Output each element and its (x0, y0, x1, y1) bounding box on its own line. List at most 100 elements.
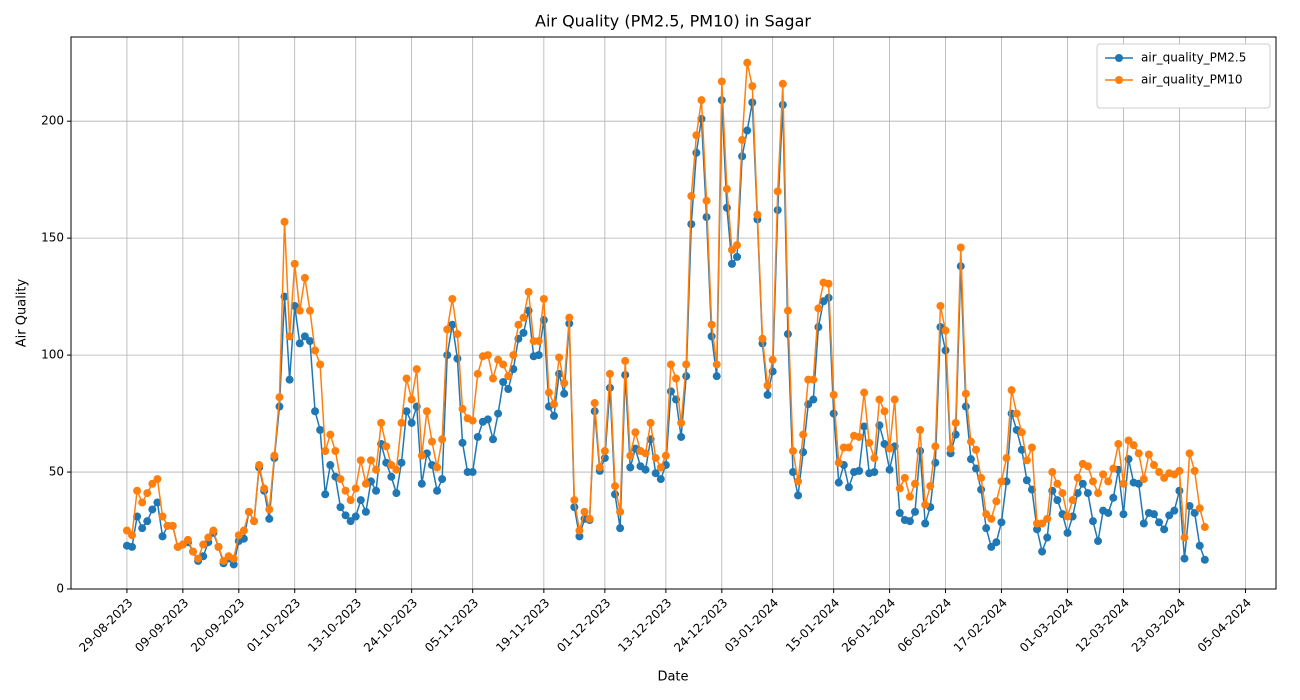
point (870, 454, 879, 463)
point (351, 484, 360, 493)
point (138, 524, 147, 533)
x-tick-label: 09-09-2023 (132, 596, 191, 655)
point (738, 135, 747, 144)
point (677, 418, 686, 427)
point (275, 393, 284, 402)
point (422, 407, 431, 416)
point (1155, 518, 1164, 527)
point (138, 498, 147, 507)
point (977, 473, 986, 482)
point (489, 374, 498, 383)
point (829, 390, 838, 399)
point (250, 517, 259, 526)
point (788, 447, 797, 455)
point (1129, 441, 1138, 450)
point (809, 395, 818, 404)
point (1185, 501, 1194, 510)
point (763, 381, 772, 390)
point (885, 465, 894, 474)
point (794, 477, 803, 486)
x-tick-label: 06-02-2024 (895, 596, 954, 655)
point (1073, 489, 1082, 498)
point (295, 306, 304, 315)
point (453, 354, 462, 363)
point (590, 399, 599, 408)
point (661, 451, 670, 460)
point (341, 511, 350, 520)
point (788, 468, 797, 477)
point (290, 301, 299, 310)
point (844, 443, 853, 452)
y-tick-label: 100 (41, 348, 64, 362)
point (611, 482, 620, 491)
point (168, 521, 177, 530)
point (1195, 504, 1204, 513)
point (1195, 541, 1204, 550)
x-tick-label: 17-02-2024 (951, 596, 1010, 655)
point (860, 388, 869, 397)
point (438, 475, 447, 484)
point (239, 526, 248, 535)
point (473, 369, 482, 378)
point (158, 532, 167, 541)
point (372, 465, 381, 474)
point (397, 458, 406, 467)
point (682, 360, 691, 369)
point (875, 395, 884, 404)
y-tick-label: 50 (49, 465, 64, 479)
point (814, 323, 823, 332)
point (1068, 496, 1077, 505)
point (834, 478, 843, 487)
point (1149, 461, 1158, 470)
point (1109, 493, 1118, 502)
point (1099, 470, 1108, 479)
point (1083, 489, 1092, 498)
point (1043, 533, 1052, 542)
point (1088, 517, 1097, 526)
point (260, 484, 269, 493)
point (651, 454, 660, 463)
point (321, 447, 330, 455)
point (504, 385, 513, 394)
point (773, 187, 782, 196)
point (814, 304, 823, 313)
x-tick-label: 01-03-2024 (1017, 596, 1076, 655)
point (1119, 479, 1128, 488)
point (677, 432, 686, 441)
point (1155, 468, 1164, 477)
point (1180, 554, 1189, 563)
point (672, 374, 681, 383)
point (468, 468, 477, 477)
point (417, 479, 426, 488)
point (844, 483, 853, 492)
point (433, 486, 442, 495)
point (748, 82, 757, 91)
point (794, 491, 803, 500)
point (900, 473, 909, 482)
point (895, 484, 904, 493)
point (407, 395, 416, 404)
point (316, 425, 325, 434)
point (204, 533, 213, 542)
point (214, 542, 223, 551)
point (1007, 386, 1016, 395)
point (305, 306, 314, 315)
point (733, 241, 742, 250)
point (448, 294, 457, 303)
point (560, 379, 569, 388)
point (372, 486, 381, 495)
point (392, 489, 401, 498)
point (290, 259, 299, 268)
point (646, 418, 655, 427)
y-axis-label: Air Quality (15, 278, 30, 347)
x-tick-label: 29-08-2023 (76, 596, 135, 655)
point (326, 430, 335, 439)
point (397, 418, 406, 427)
point (321, 490, 330, 499)
point (1038, 519, 1047, 528)
x-tick-label: 24-12-2023 (671, 596, 730, 655)
point (178, 540, 187, 549)
point (219, 556, 228, 565)
point (753, 210, 762, 219)
point (1200, 555, 1209, 564)
